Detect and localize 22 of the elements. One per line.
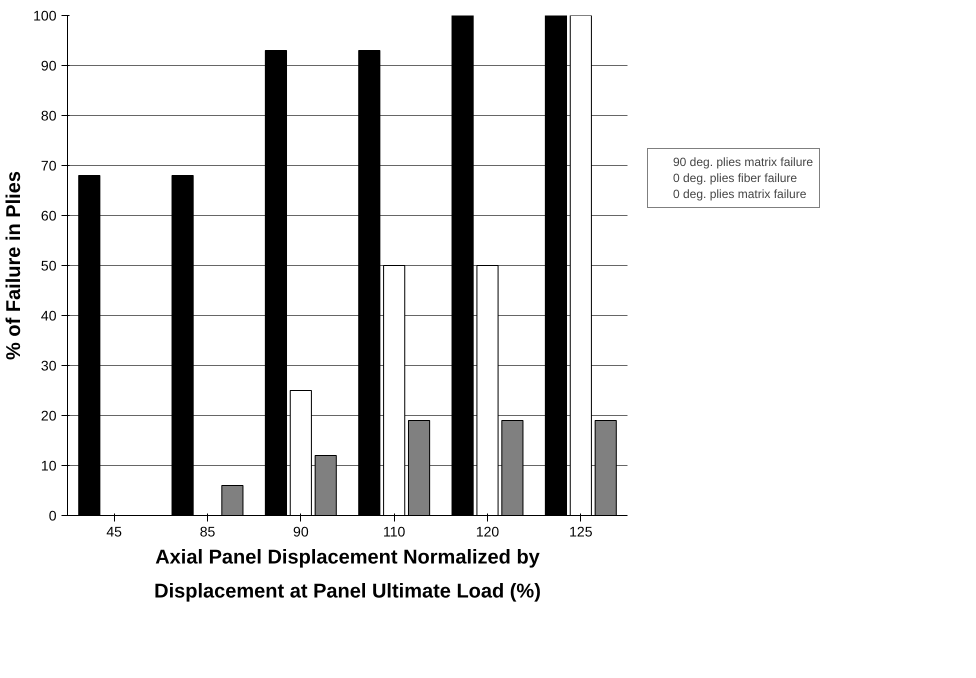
x-tick-label: 90: [293, 524, 309, 540]
text: 0 deg. plies fiber failure: [673, 171, 798, 185]
y-tick-label: 100: [33, 8, 57, 24]
text: 90 deg. plies matrix failure: [673, 155, 814, 169]
y-tick-label: 20: [40, 408, 57, 424]
y-tick-label: 50: [40, 258, 57, 274]
y-tick-label: 70: [40, 158, 57, 174]
x-tick-label: 45: [106, 524, 122, 540]
y-tick-label: 40: [40, 308, 57, 324]
y-tick-label: 60: [40, 208, 57, 224]
y-axis-title: % of Failure in Plies: [3, 171, 26, 360]
x-tick-label: 125: [569, 524, 593, 540]
x-tick-label: 85: [200, 524, 216, 540]
x-tick-label: 120: [476, 524, 500, 540]
x-axis-title: Axial Panel Displacement Normalized by Displacement at Panel Ultimate Load (%): [154, 546, 541, 602]
y-tick-label: 30: [40, 358, 57, 374]
y-tick-label: 80: [40, 108, 57, 124]
y-tick-label: 10: [40, 458, 57, 474]
y-tick-label: 90: [40, 58, 57, 74]
x-tick-label: 110: [383, 524, 406, 540]
text: 0 deg. plies matrix failure: [673, 187, 806, 201]
y-tick-label: 0: [48, 508, 57, 524]
